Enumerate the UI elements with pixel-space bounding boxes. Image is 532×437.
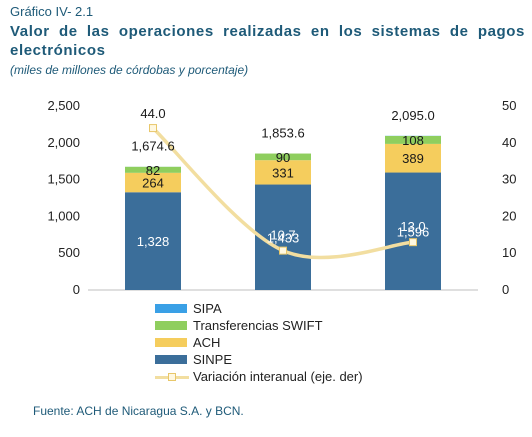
legend-item-swift: Transferencias SWIFT: [155, 317, 363, 334]
x-tick-label: 2021: [139, 299, 168, 300]
legend-label-ach: ACH: [193, 335, 221, 350]
legend-label-sipa: SIPA: [193, 301, 222, 316]
chart-legend: SIPA Transferencias SWIFT ACH SINPE Vari…: [155, 300, 363, 385]
total-label: 2,095.0: [391, 108, 434, 123]
legend-label-swift: Transferencias SWIFT: [193, 318, 323, 333]
bar-segment-ach: [385, 143, 441, 173]
legend-swatch-variacion: [155, 372, 189, 381]
y-tick-label: 1,500: [47, 172, 80, 187]
bar-segment-ach: [125, 172, 181, 193]
bar-segment-sinpe: [255, 184, 311, 290]
legend-swatch-ach: [155, 338, 187, 347]
segment-label-sinpe: 1,433: [267, 230, 300, 245]
y-tick-label: 0: [73, 282, 80, 297]
y2-tick-label: 30: [502, 172, 516, 187]
segment-label-ach: 264: [142, 176, 164, 191]
x-tick-label: 2022: [269, 299, 298, 300]
legend-item-variacion: Variación interanual (eje. der): [155, 368, 363, 385]
y-tick-label: 1,000: [47, 208, 80, 223]
y-tick-label: 500: [58, 245, 80, 260]
variacion-label: 10.7: [270, 228, 295, 243]
variacion-marker: [279, 246, 287, 255]
y-tick-label: 2,000: [47, 135, 80, 150]
y2-tick-label: 50: [502, 98, 516, 113]
total-label: 1,853.6: [261, 126, 304, 141]
y-tick-label: 2,500: [47, 98, 80, 113]
legend-label-variacion: Variación interanual (eje. der): [193, 369, 363, 384]
bar-segment-sinpe: [385, 172, 441, 290]
variacion-label: 44.0: [140, 106, 165, 121]
legend-item-sipa: SIPA: [155, 300, 363, 317]
legend-swatch-swift: [155, 321, 187, 330]
segment-label-transferencias-swift: 90: [276, 150, 290, 165]
stacked-bar-chart: 0 500 1,000 1,500 2,000 2,500 0 10 20 30 40 50 2021 2…: [47, 98, 516, 300]
legend-swatch-sinpe: [155, 355, 187, 364]
variacion-marker: [149, 124, 157, 133]
bar-segment-ach: [255, 160, 311, 185]
y2-tick-label: 10: [502, 245, 516, 260]
x-tick-label: 2023: [399, 299, 428, 300]
bar-segment-transferencias-swift: [255, 153, 311, 161]
segment-label-sinpe: 1,328: [137, 234, 170, 249]
source-note: Fuente: ACH de Nicaragua S.A. y BCN.: [33, 404, 244, 418]
segment-label-transferencias-swift: 108: [402, 133, 424, 148]
y2-tick-label: 40: [502, 135, 516, 150]
segment-label-ach: 389: [402, 151, 424, 166]
variacion-label: 13.0: [400, 219, 425, 234]
segment-label-ach: 331: [272, 165, 294, 180]
bar-segment-transferencias-swift: [385, 135, 441, 144]
chart-subtitle: (miles de millones de córdobas y porcent…: [10, 63, 249, 77]
total-label: 1,674.6: [131, 139, 174, 154]
chart-kicker: Gráfico IV- 2.1: [10, 4, 94, 19]
bar-segment-transferencias-swift: [125, 166, 181, 173]
bar-segment-sinpe: [125, 192, 181, 290]
y2-tick-label: 0: [502, 282, 509, 297]
legend-swatch-sipa: [155, 304, 187, 313]
segment-label-transferencias-swift: 82: [146, 163, 160, 178]
variacion-marker: [409, 238, 417, 247]
legend-item-ach: ACH: [155, 334, 363, 351]
y2-tick-label: 20: [502, 208, 516, 223]
legend-item-sinpe: SINPE: [155, 351, 363, 368]
segment-label-sinpe: 1,596: [397, 224, 430, 239]
legend-label-sinpe: SINPE: [193, 352, 233, 367]
chart-title: Valor de las operaciones realizadas en l…: [10, 23, 525, 59]
